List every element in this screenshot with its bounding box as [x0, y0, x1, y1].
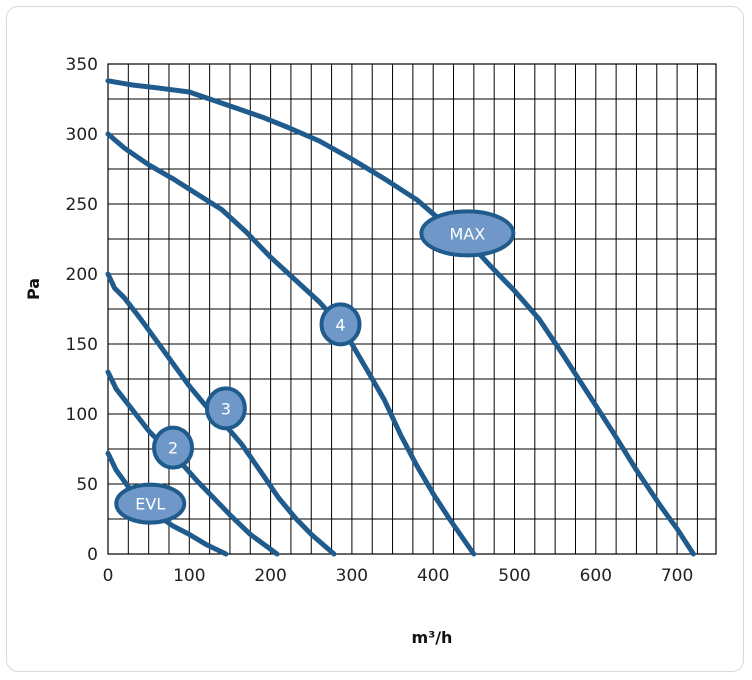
y-axis-label: Pa	[24, 278, 43, 300]
y-tick-label: 200	[66, 265, 98, 285]
x-tick-label: 0	[103, 566, 114, 586]
x-tick-label: 300	[336, 566, 368, 586]
plot-frame	[107, 63, 717, 555]
x-tick-label: 200	[254, 566, 286, 586]
series-line-max	[105, 78, 696, 557]
series-label-badge	[114, 482, 187, 525]
series-label-2: 2	[152, 425, 195, 470]
y-tick-label: 0	[87, 545, 98, 565]
series-curves	[105, 78, 696, 557]
y-tick-label: 350	[66, 55, 98, 75]
y-tick-label: 300	[66, 125, 98, 145]
chart-card	[6, 6, 744, 672]
series-label-evl: EVL	[114, 482, 187, 525]
series-label-badge	[152, 425, 195, 470]
series-label-badge	[419, 209, 516, 258]
y-tick-label: 50	[76, 475, 98, 495]
series-label-4: 4	[319, 302, 362, 347]
tick-labels: 0 100 200 300 400 500 600 700 0 50 100 150 200 250 300…	[66, 55, 694, 586]
y-tick-label: 250	[66, 195, 98, 215]
series-label-text: 2	[168, 439, 178, 458]
series-label-badge	[319, 302, 362, 347]
x-tick-label: 100	[173, 566, 205, 586]
x-tick-label: 700	[661, 566, 693, 586]
series-label-text: MAX	[449, 224, 485, 243]
grid-lines	[107, 63, 717, 555]
x-axis-label: m³/h	[412, 628, 453, 647]
series-label-text: 3	[221, 399, 231, 418]
y-tick-label: 150	[66, 335, 98, 355]
series-label-text: 4	[335, 315, 345, 334]
series-line-4	[105, 131, 477, 557]
x-tick-label: 400	[417, 566, 449, 586]
series-label-3: 3	[204, 386, 247, 431]
series-label-badge	[204, 386, 247, 431]
y-tick-label: 100	[66, 405, 98, 425]
series-label-max: MAX	[419, 209, 516, 258]
x-tick-label: 600	[580, 566, 612, 586]
x-tick-label: 500	[498, 566, 530, 586]
series-labels: EVL 2 3 4 MAX	[114, 209, 516, 525]
series-label-text: EVL	[135, 495, 165, 514]
